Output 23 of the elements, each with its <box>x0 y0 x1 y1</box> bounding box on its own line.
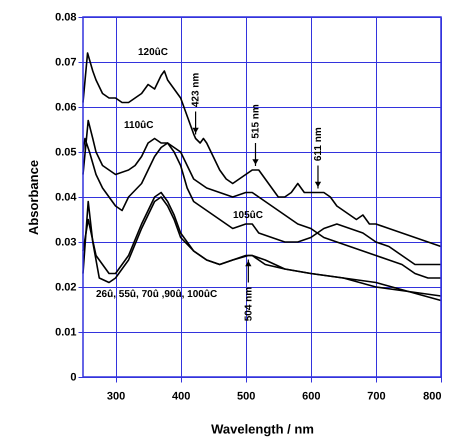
x-tick-label: 600 <box>302 390 320 402</box>
x-tick-label: 500 <box>237 390 256 402</box>
annotation: 504 nm <box>243 286 254 322</box>
x-axis-title: Wavelength / nm <box>211 422 314 436</box>
y-tick-label: 0.06 <box>55 102 76 114</box>
y-axis-title: Absorbance <box>26 160 42 236</box>
y-tick-label: 0.08 <box>55 12 76 24</box>
y-tick-label: 0.03 <box>55 236 76 248</box>
annotation: 120ûC <box>138 46 168 58</box>
x-tick-label: 700 <box>367 390 386 402</box>
y-tick-label: 0.05 <box>55 146 76 158</box>
x-tick-label: 400 <box>172 390 190 402</box>
annotation: 110ûC <box>124 120 154 131</box>
x-tick-label: 800 <box>423 390 442 402</box>
y-tick-label: 0.04 <box>55 192 78 204</box>
annotation: 515 nm <box>250 104 262 139</box>
y-tick-label: 0.01 <box>55 326 76 338</box>
annotation: 611 nm <box>312 127 324 162</box>
annotation: 423 nm <box>190 72 202 108</box>
y-tick-label: 0.02 <box>55 282 76 294</box>
y-tick-label: 0.07 <box>55 56 76 68</box>
y-tick-label: 0 <box>70 372 76 384</box>
x-tick-label: 300 <box>106 390 126 402</box>
